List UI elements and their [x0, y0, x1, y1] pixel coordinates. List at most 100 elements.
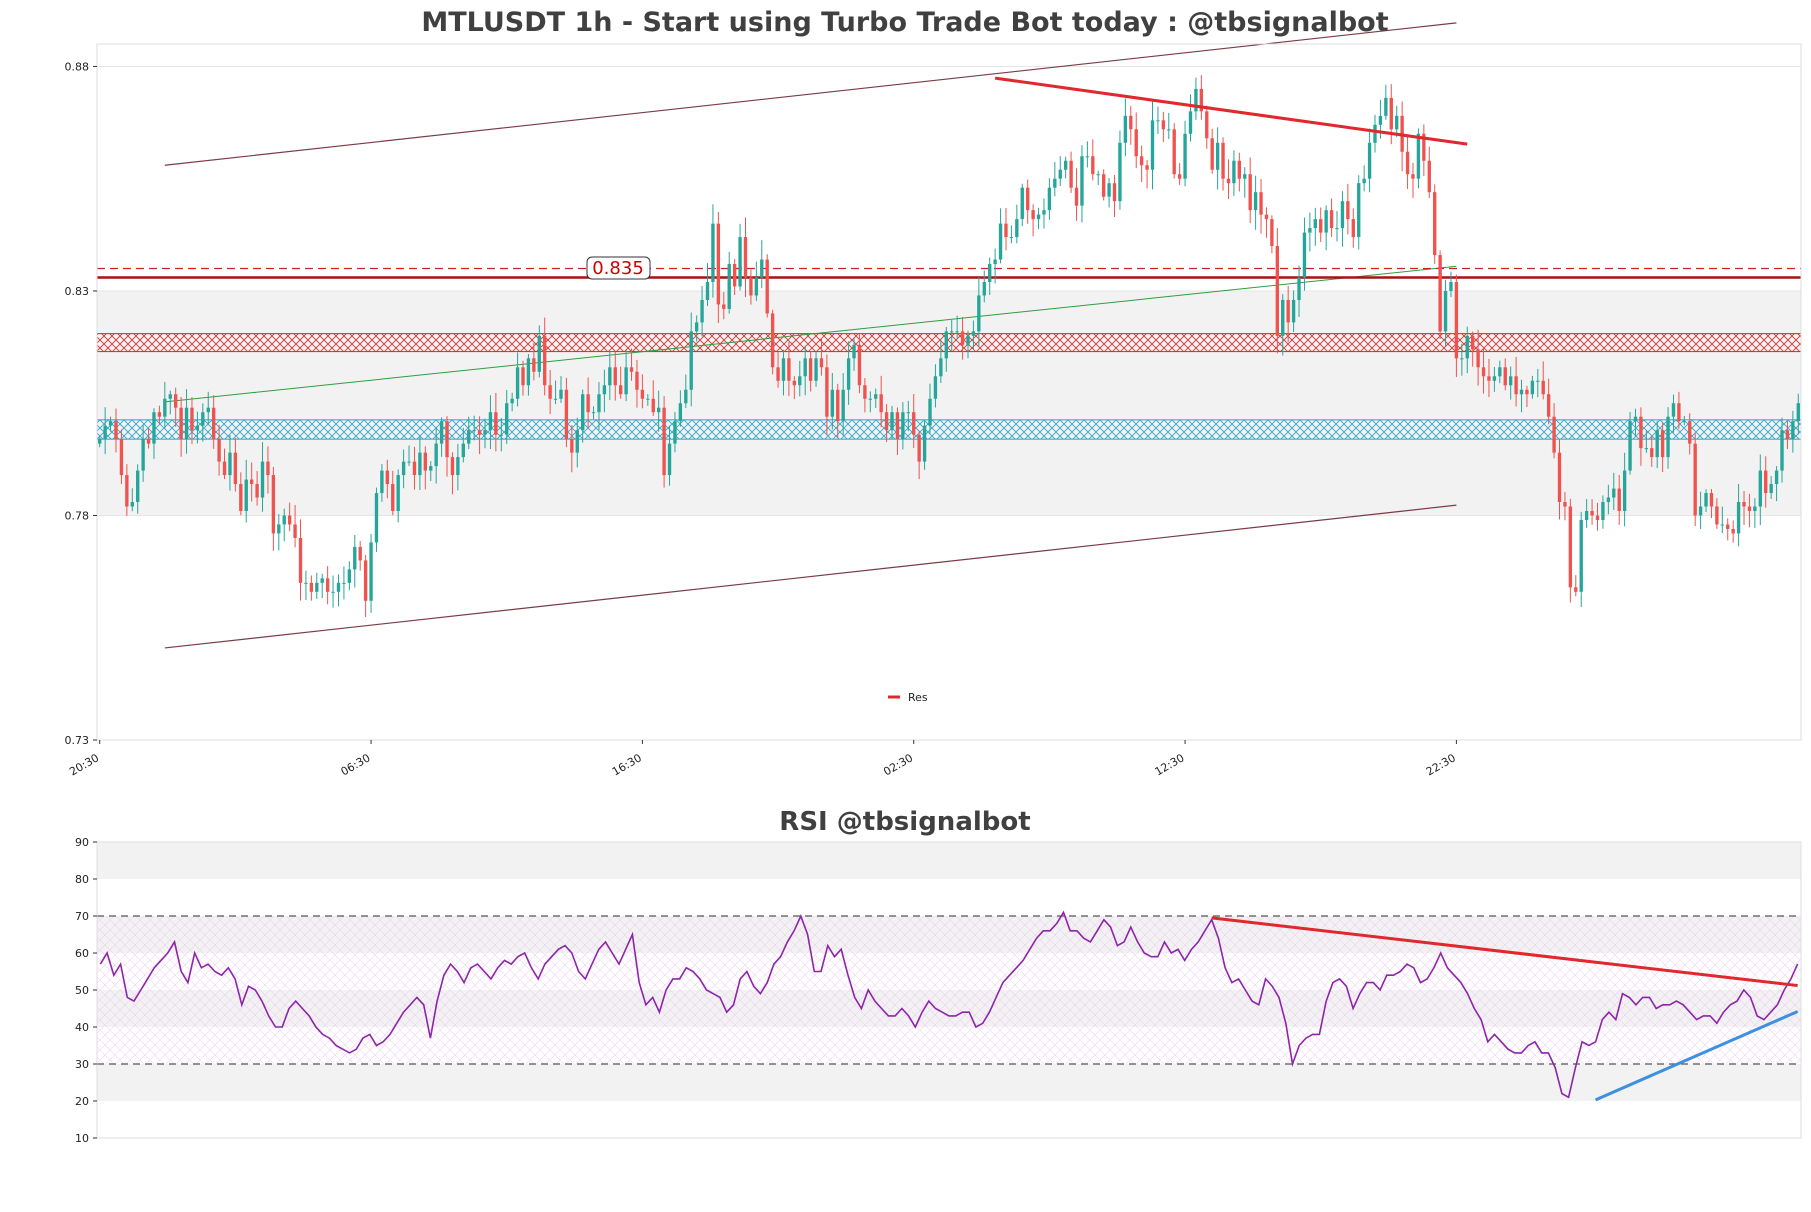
candle-body: [1324, 210, 1328, 233]
candle-body: [1357, 183, 1361, 238]
candle-body: [1514, 376, 1518, 395]
candle: [1785, 420, 1790, 450]
candle: [287, 502, 292, 532]
candle: [445, 416, 449, 477]
candle-body: [266, 461, 270, 476]
candle-body: [325, 578, 330, 592]
candle: [1704, 489, 1708, 513]
candle-body: [505, 403, 509, 435]
candle-body: [1264, 214, 1269, 220]
candle: [711, 204, 715, 298]
candle-body: [1736, 502, 1741, 534]
candle-body: [1639, 416, 1643, 449]
candle: [439, 417, 444, 457]
candle-body: [1253, 192, 1258, 211]
candle-body: [1389, 97, 1393, 130]
candle: [906, 400, 910, 432]
candle-body: [488, 412, 493, 431]
candle-body: [765, 259, 769, 314]
candle: [1536, 368, 1540, 398]
candle-body: [1677, 403, 1681, 422]
candle-body: [222, 461, 227, 476]
candle: [1004, 207, 1008, 251]
candle: [1541, 361, 1545, 400]
candle: [130, 488, 134, 512]
candle-body: [526, 358, 531, 386]
candle-body: [1704, 493, 1708, 507]
candle: [1438, 250, 1442, 339]
candle-body: [1036, 214, 1041, 220]
candle: [1584, 499, 1589, 528]
candle: [1248, 157, 1252, 224]
candle: [309, 575, 314, 601]
candle: [385, 459, 390, 499]
candle: [1590, 499, 1594, 525]
candle-body: [353, 546, 357, 570]
candle-body: [1270, 219, 1274, 247]
candle: [1449, 271, 1453, 298]
candle: [277, 514, 281, 551]
candle: [559, 376, 563, 403]
candle-body: [846, 358, 851, 390]
candle-body: [1405, 151, 1410, 175]
candle-body: [1243, 174, 1247, 179]
candle-body: [787, 358, 791, 381]
candle: [1688, 413, 1692, 455]
candle-body: [570, 439, 574, 453]
candle-body: [1720, 524, 1724, 526]
candle-body: [543, 335, 547, 386]
candle: [1346, 183, 1350, 235]
candle: [1145, 160, 1149, 189]
candle: [190, 397, 194, 445]
candle-body: [1150, 120, 1155, 170]
candle-body: [1546, 394, 1551, 417]
candle: [922, 420, 927, 470]
candle-body: [190, 407, 194, 431]
candle: [1253, 175, 1258, 230]
candle-body: [825, 367, 829, 417]
candle: [1514, 357, 1518, 407]
candle: [467, 416, 471, 449]
candle-body: [434, 443, 438, 467]
candle: [1791, 410, 1795, 453]
candle-body: [852, 344, 856, 359]
candle-body: [868, 398, 872, 400]
candle-body: [1747, 506, 1752, 511]
candle: [776, 351, 780, 388]
candle: [125, 464, 129, 516]
candle: [1026, 179, 1030, 224]
candle: [119, 429, 124, 485]
candle: [1221, 137, 1225, 191]
candle-body: [1595, 515, 1600, 520]
candle-body: [781, 358, 786, 381]
candle-body: [912, 412, 916, 435]
candle: [640, 374, 645, 409]
main-y-tick-label: 0.73: [65, 734, 90, 747]
candle-body: [1525, 389, 1529, 395]
candle: [1579, 511, 1583, 607]
candle: [1047, 178, 1052, 220]
candle: [1476, 329, 1480, 386]
candle: [1259, 179, 1263, 234]
candle: [211, 395, 216, 449]
candle-body: [1541, 380, 1545, 395]
candle-body: [830, 389, 835, 417]
candle: [716, 211, 721, 324]
candle-body: [401, 461, 406, 476]
candle: [1373, 114, 1377, 153]
candle: [1508, 366, 1513, 400]
candle-body: [1764, 470, 1768, 494]
candle: [1601, 495, 1605, 529]
candle-body: [157, 412, 162, 417]
candle: [792, 376, 797, 400]
candle: [819, 338, 824, 376]
candle: [863, 378, 867, 413]
candle-body: [1215, 142, 1220, 170]
candle-body: [1286, 299, 1290, 323]
candle-body: [1633, 416, 1638, 422]
candle: [1134, 112, 1138, 169]
candle-body: [1449, 281, 1453, 291]
candle: [1563, 491, 1567, 521]
candle: [1210, 128, 1214, 174]
candle: [1764, 456, 1768, 508]
